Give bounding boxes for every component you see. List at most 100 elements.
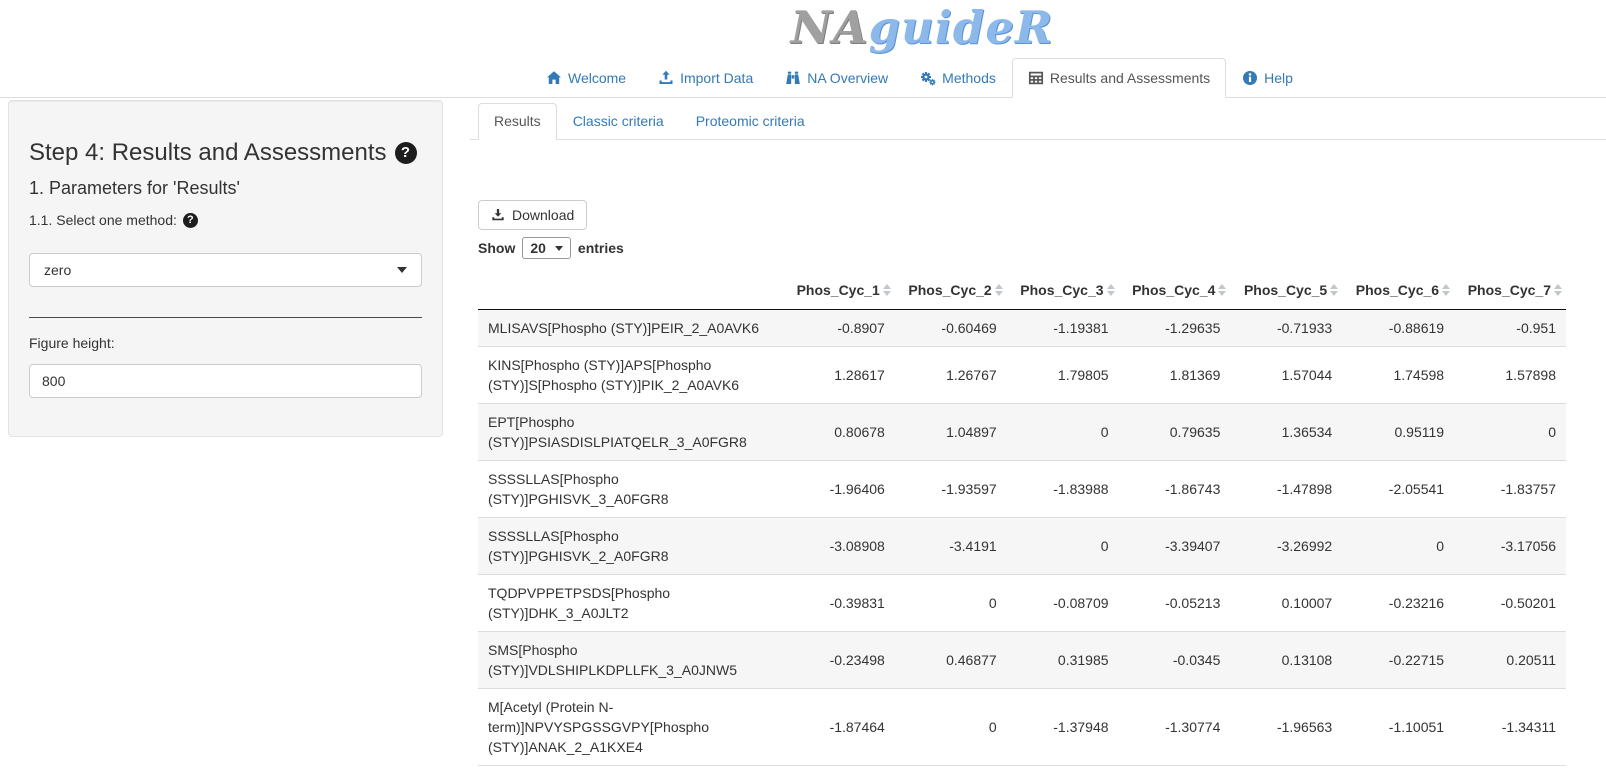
sort-icon — [994, 284, 1003, 296]
cell-value: 1.28617 — [783, 346, 895, 404]
subtab-classic-criteria[interactable]: Classic criteria — [572, 113, 664, 129]
results-content: Download Show 20 entries Phos_Cyc_1 Phos_… — [470, 154, 1606, 766]
cell-value: -3.08908 — [783, 517, 895, 575]
cell-value: 0.20511 — [1454, 631, 1566, 689]
cell-value: -1.83988 — [1006, 460, 1119, 518]
download-icon — [492, 209, 504, 221]
binoculars-icon — [785, 70, 801, 86]
cell-value: -1.29635 — [1118, 309, 1231, 347]
nav-tab-label: Welcome — [568, 70, 627, 86]
column-header-label: Phos_Cyc_7 — [1467, 282, 1551, 298]
cell-value: 0.10007 — [1230, 574, 1343, 632]
nav-tab-help[interactable]: Help — [1226, 58, 1309, 98]
column-header[interactable]: Phos_Cyc_2 — [894, 271, 1007, 310]
method-label-text: 1.1. Select one method: — [29, 212, 177, 228]
column-header[interactable]: Phos_Cyc_4 — [1118, 271, 1231, 310]
info-circle-icon — [1242, 70, 1258, 86]
cell-value: -2.05541 — [1342, 460, 1455, 518]
cell-value: -1.19381 — [1006, 309, 1119, 347]
subtab-proteomic-criteria[interactable]: Proteomic criteria — [695, 113, 805, 129]
cell-value: -1.37948 — [1006, 688, 1119, 766]
table-row: M[Acetyl (Protein N-term)]NPVYSPGSSGVPY[… — [478, 688, 1566, 766]
nav-tab-results-and-assessments[interactable]: Results and Assessments — [1011, 58, 1227, 98]
page-length-control: Show 20 entries — [478, 237, 1606, 259]
cell-value: -1.87464 — [783, 688, 895, 766]
column-header-label: Phos_Cyc_4 — [1132, 282, 1216, 298]
cell-value: 0.46877 — [894, 631, 1007, 689]
method-help-icon[interactable]: ? — [182, 212, 198, 228]
cell-value: 1.79805 — [1006, 346, 1119, 404]
cell-value: -1.47898 — [1230, 460, 1343, 518]
cell-value: -0.951 — [1454, 309, 1566, 347]
results-subtabs: Results Classic criteria Proteomic crite… — [470, 103, 1606, 140]
logo-na: NA — [790, 1, 869, 54]
cell-value: -0.08709 — [1006, 574, 1119, 632]
sort-icon — [1554, 284, 1562, 296]
cell-value: -0.23216 — [1342, 574, 1455, 632]
show-label: Show — [478, 240, 516, 256]
cell-value: -0.50201 — [1454, 574, 1566, 632]
download-label: Download — [512, 207, 575, 223]
method-label: 1.1. Select one method: ? — [29, 211, 422, 229]
column-header[interactable]: Phos_Cyc_5 — [1230, 271, 1343, 310]
cell-value: -0.39831 — [783, 574, 895, 632]
cell-value: -0.88619 — [1342, 309, 1455, 347]
sort-icon — [882, 284, 891, 296]
cell-value: -1.96563 — [1230, 688, 1343, 766]
nav-tab-methods[interactable]: Methods — [904, 58, 1012, 98]
page-length-select[interactable]: 20 — [522, 237, 571, 259]
row-name: SSSSLLAS[Phospho (STY)]PGHISVK_3_A0FGR8 — [478, 460, 783, 518]
column-header-label: Phos_Cyc_5 — [1243, 282, 1328, 298]
table-row: SMS[Phospho (STY)]VDLSHIPLKDPLLFK_3_A0JN… — [478, 631, 1566, 689]
column-header-label: Phos_Cyc_6 — [1355, 282, 1440, 298]
cell-value: -0.22715 — [1342, 631, 1455, 689]
chevron-down-icon — [397, 267, 407, 273]
rowname-column-header — [478, 271, 783, 310]
column-header[interactable]: Phos_Cyc_1 — [783, 271, 895, 310]
column-header[interactable]: Phos_Cyc_7 — [1454, 271, 1566, 310]
row-name: TQDPVPPETPSDS[Phospho (STY)]DHK_3_A0JLT2 — [478, 574, 783, 632]
cell-value: -3.39407 — [1118, 517, 1231, 575]
help-question-icon[interactable]: ? — [394, 142, 417, 164]
nav-tab-na-overview[interactable]: NA Overview — [769, 58, 904, 98]
cell-value: 1.57044 — [1230, 346, 1343, 404]
figure-height-label: Figure height: — [29, 335, 115, 351]
subtab-results[interactable]: Results — [478, 103, 557, 140]
column-header[interactable]: Phos_Cyc_3 — [1006, 271, 1119, 310]
column-header-label: Phos_Cyc_3 — [1020, 282, 1104, 298]
cell-value: 0.31985 — [1006, 631, 1119, 689]
table-header-row: Phos_Cyc_1 Phos_Cyc_2 Phos_Cyc_3 Phos_Cyc_4… — [478, 271, 1566, 310]
step-title-text: Step 4: Results and Assessments — [29, 139, 387, 166]
logo-guider: guideR — [868, 1, 1054, 54]
column-header[interactable]: Phos_Cyc_6 — [1342, 271, 1455, 310]
cell-value: -0.60469 — [894, 309, 1007, 347]
nav-tab-label: Methods — [942, 70, 996, 86]
cell-value: 0 — [894, 688, 1007, 766]
app-logo: NAguideR — [791, 2, 1054, 54]
cell-value: -0.0345 — [1118, 631, 1231, 689]
cell-value: 1.36534 — [1230, 403, 1343, 461]
table-row: SSSSLLAS[Phospho (STY)]PGHISVK_3_A0FGR8-… — [478, 460, 1566, 518]
table-icon — [1028, 70, 1044, 86]
nav-tab-import-data[interactable]: Import Data — [642, 58, 769, 98]
cell-value: -1.83757 — [1454, 460, 1566, 518]
top-navbar: NAguideR Welcome Import Data NA Overview — [0, 0, 1606, 98]
upload-icon — [658, 70, 674, 86]
nav-tab-welcome[interactable]: Welcome — [530, 58, 642, 98]
download-button[interactable]: Download — [478, 200, 588, 230]
row-name: MLISAVS[Phospho (STY)]PEIR_2_A0AVK6 — [478, 309, 783, 347]
column-header-label: Phos_Cyc_2 — [908, 282, 992, 298]
cell-value: 0 — [1342, 517, 1455, 575]
figure-height-input[interactable] — [29, 364, 422, 398]
table-row: KINS[Phospho (STY)]APS[Phospho (STY)]S[P… — [478, 346, 1566, 404]
cell-value: -0.8907 — [783, 309, 895, 347]
row-name: KINS[Phospho (STY)]APS[Phospho (STY)]S[P… — [478, 346, 783, 404]
method-select[interactable]: zero — [29, 253, 422, 287]
cell-value: -1.86743 — [1118, 460, 1231, 518]
cell-value: -0.71933 — [1230, 309, 1343, 347]
cell-value: -1.96406 — [783, 460, 895, 518]
cell-value: 0 — [1454, 403, 1566, 461]
cogs-icon — [920, 70, 936, 86]
cell-value: 1.57898 — [1454, 346, 1566, 404]
cell-value: 0.79635 — [1118, 403, 1231, 461]
